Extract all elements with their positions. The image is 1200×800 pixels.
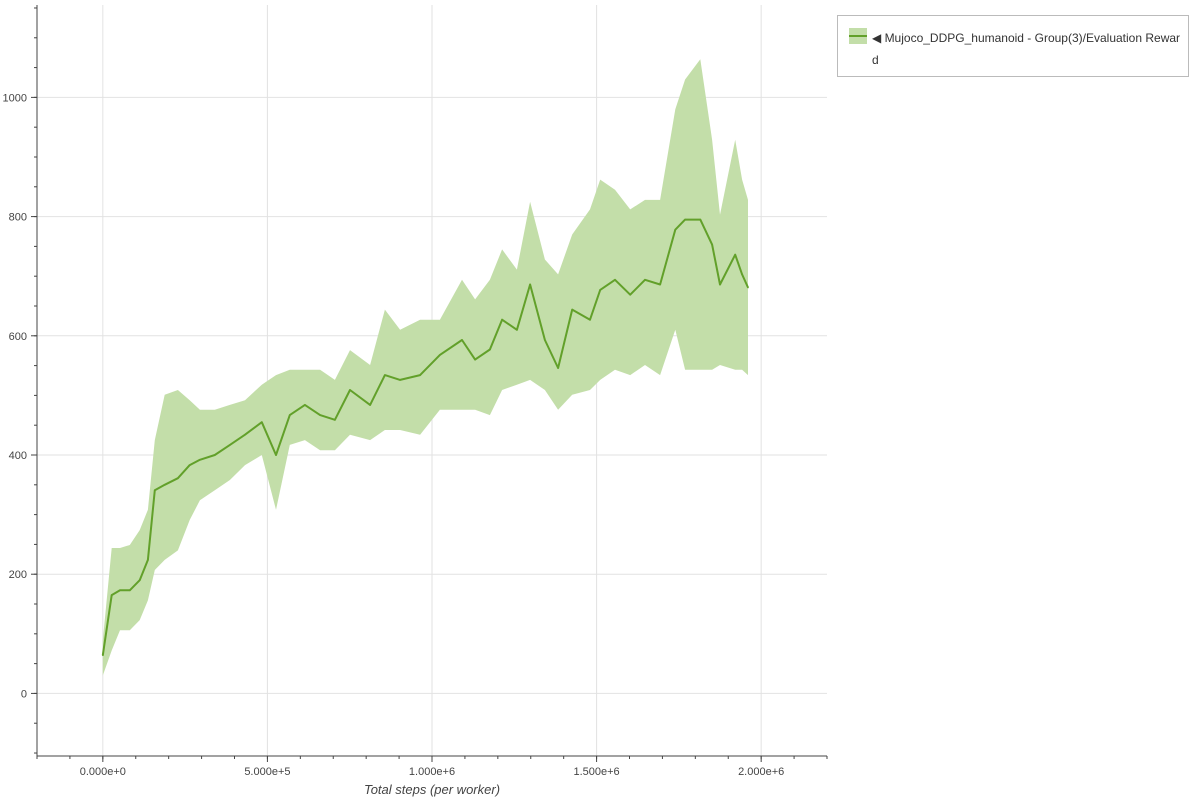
series-point — [188, 464, 191, 466]
series-point — [199, 458, 201, 461]
legend-label: ◀ Mujoco_DDPG_humanoid - Group(3)/Evalua… — [872, 31, 1181, 67]
x-tick-label: 1.500e+6 — [573, 766, 619, 778]
x-tick-label: 1.000e+6 — [409, 766, 455, 778]
series-point — [399, 379, 401, 381]
y-tick-label: 600 — [9, 331, 27, 343]
series-point — [110, 594, 113, 596]
series-point — [213, 454, 216, 456]
series-point — [741, 273, 743, 276]
series-point — [659, 283, 661, 286]
series-point — [529, 283, 531, 286]
series-point — [589, 318, 591, 321]
series-confidence-band — [102, 59, 749, 676]
series-point — [304, 404, 306, 406]
series-point — [384, 374, 386, 376]
series-point — [571, 308, 574, 311]
series-point — [684, 218, 686, 221]
series-point — [177, 477, 179, 480]
series-point — [244, 433, 246, 436]
series-point — [349, 389, 351, 391]
y-tick-label: 800 — [9, 212, 27, 224]
series-line-layer — [101, 218, 749, 657]
legend[interactable]: ◀ Mujoco_DDPG_humanoid - Group(3)/Evalua… — [837, 15, 1189, 77]
series-point — [229, 444, 231, 446]
series-point — [719, 283, 721, 286]
legend-swatch — [849, 28, 867, 44]
series-point — [474, 358, 476, 361]
series-point — [261, 421, 263, 424]
series-point — [319, 414, 321, 416]
series-point — [699, 218, 702, 221]
series-point — [544, 339, 546, 341]
x-axis-label: Total steps (per worker) — [364, 782, 500, 797]
series-point — [489, 348, 491, 351]
series-point — [369, 404, 371, 406]
series-point — [614, 278, 616, 281]
series-point — [674, 228, 677, 231]
series-point — [461, 339, 463, 341]
series-point — [138, 579, 141, 581]
series-point — [557, 367, 559, 369]
x-tick-label: 2.000e+6 — [738, 766, 784, 778]
series-point — [711, 243, 713, 246]
series-point — [334, 419, 336, 421]
x-tick-label: 0.000e+0 — [80, 766, 126, 778]
y-tick-label: 0 — [21, 688, 27, 700]
series-point — [147, 559, 149, 561]
series-point — [102, 654, 104, 657]
series-point — [119, 589, 121, 592]
axes: 0.000e+0 5.000e+5 1.000e+6 1.500e+6 2.000e+6… — [3, 5, 828, 778]
series-point — [289, 414, 291, 416]
series-point — [599, 289, 602, 291]
series-point — [629, 293, 631, 296]
series-point — [129, 589, 131, 592]
y-tick-label: 400 — [9, 450, 27, 462]
series-point — [747, 286, 749, 289]
series-point — [516, 329, 518, 331]
series-point — [644, 278, 646, 281]
y-tick-label: 1000 — [3, 92, 27, 104]
series-point — [419, 374, 421, 376]
series-band-layer — [102, 59, 749, 676]
series-point — [501, 318, 503, 321]
series-point — [734, 253, 736, 256]
series-point — [275, 454, 277, 456]
y-tick-label: 200 — [9, 569, 27, 581]
x-tick-label: 5.000e+5 — [244, 766, 290, 778]
series-point — [163, 484, 166, 486]
series-point — [154, 489, 156, 491]
series-point — [439, 354, 441, 356]
